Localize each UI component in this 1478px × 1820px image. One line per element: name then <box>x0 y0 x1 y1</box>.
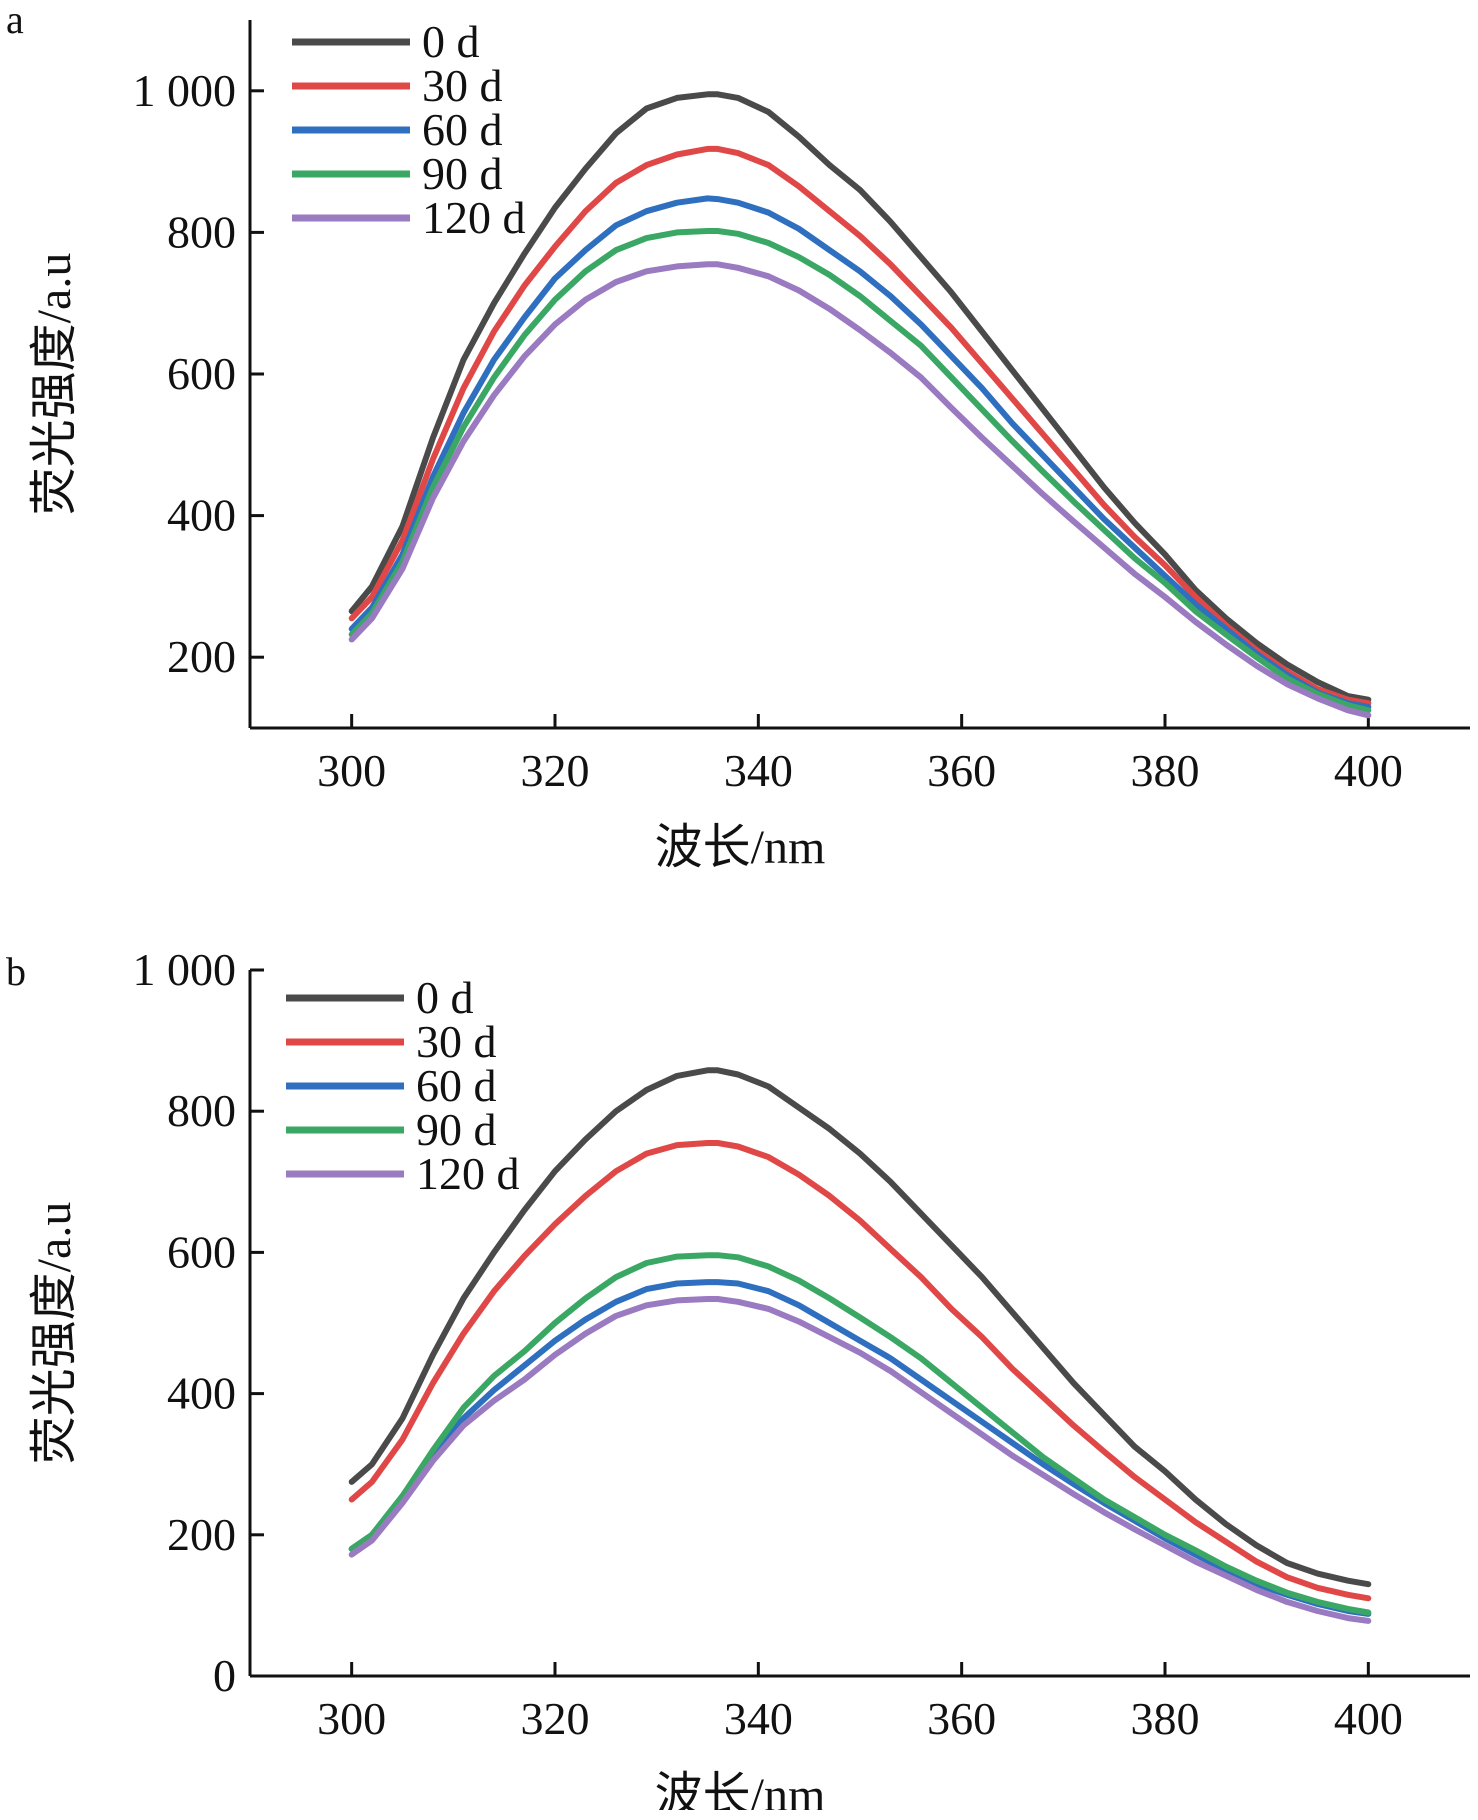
y-tick-label: 1 000 <box>133 65 237 116</box>
x-tick-label: 400 <box>1334 745 1403 796</box>
y-tick-label: 0 <box>213 1650 236 1701</box>
x-tick-label: 380 <box>1131 1693 1200 1744</box>
series-line-90d <box>348 228 1372 714</box>
legend-label: 30 d <box>422 60 503 111</box>
y-tick-label: 800 <box>167 206 236 257</box>
legend-label: 60 d <box>416 1060 497 1111</box>
x-axis-title: 波长/nm <box>655 1769 826 1810</box>
x-tick-label: 320 <box>521 1693 590 1744</box>
panel-label-b: b <box>6 949 26 994</box>
y-axis-title: 荧光强度/a.u <box>28 1202 81 1465</box>
y-tick-label: 600 <box>167 1226 236 1277</box>
x-tick-label: 300 <box>317 1693 386 1744</box>
legend-label: 90 d <box>422 148 503 199</box>
x-tick-label: 380 <box>1131 745 1200 796</box>
chart-a: 300 320 340 360 380 400 200 400 600 800 1 000 波长/nm… <box>28 16 1470 874</box>
series-line-60d <box>348 195 1372 710</box>
y-axis-title: 荧光强度/a.u <box>28 253 81 516</box>
y-tick-label: 400 <box>167 490 236 541</box>
x-tick-label: 320 <box>521 745 590 796</box>
series-line-30d <box>348 1140 1372 1602</box>
series-line-30d <box>348 145 1372 707</box>
legend-label: 0 d <box>416 972 474 1023</box>
y-tick-label: 1 000 <box>133 950 237 995</box>
y-tick-label: 600 <box>167 348 236 399</box>
x-tick-label: 360 <box>927 745 996 796</box>
x-tick-label: 300 <box>317 745 386 796</box>
legend-label: 120 d <box>422 192 526 243</box>
legend-label: 120 d <box>416 1148 520 1199</box>
y-tick-label: 800 <box>167 1085 236 1136</box>
chart-b: 300 320 340 360 380 400 0 200 400 600 800 1 000 波长/n… <box>28 950 1470 1810</box>
y-tick-label: 400 <box>167 1368 236 1419</box>
series-line-0d <box>348 91 1372 703</box>
legend-label: 90 d <box>416 1104 497 1155</box>
y-tick-label: 200 <box>167 631 236 682</box>
series-line-120d <box>348 1296 1372 1624</box>
legend-label: 30 d <box>416 1016 497 1067</box>
series-line-60d <box>348 1279 1372 1617</box>
legend-label: 60 d <box>422 104 503 155</box>
legend-label: 0 d <box>422 16 480 67</box>
series-line-90d <box>348 1252 1372 1616</box>
x-tick-label: 340 <box>724 1693 793 1744</box>
series-line-120d <box>348 261 1372 719</box>
x-tick-label: 400 <box>1334 1693 1403 1744</box>
panel-label-a: a <box>6 0 24 42</box>
y-tick-label: 200 <box>167 1509 236 1560</box>
x-axis-title: 波长/nm <box>655 821 826 874</box>
x-tick-label: 340 <box>724 745 793 796</box>
x-tick-label: 360 <box>927 1693 996 1744</box>
series-line-0d <box>348 1067 1372 1588</box>
